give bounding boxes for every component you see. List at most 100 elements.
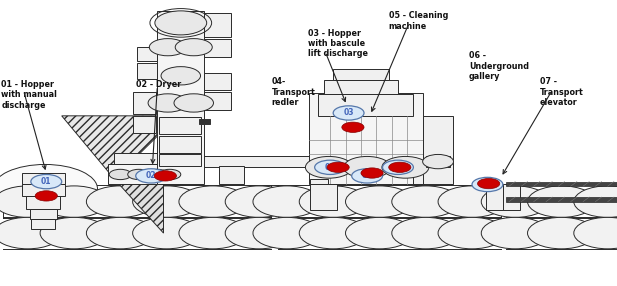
Text: 06 -
Underground
gallery: 06 - Underground gallery [469, 51, 529, 81]
Circle shape [161, 67, 201, 85]
Bar [204, 13, 231, 37]
Circle shape [154, 171, 176, 181]
Bar [318, 94, 413, 116]
Circle shape [327, 162, 349, 172]
Circle shape [253, 217, 321, 249]
Text: 04: 04 [325, 163, 336, 172]
Circle shape [133, 217, 201, 249]
Text: 04-
Transport
redler: 04- Transport redler [271, 77, 315, 107]
Circle shape [346, 186, 413, 217]
Text: 05: 05 [362, 171, 372, 180]
Circle shape [225, 186, 293, 217]
Bar [22, 173, 65, 184]
Circle shape [333, 106, 364, 120]
Circle shape [478, 178, 500, 189]
Circle shape [174, 94, 213, 112]
Circle shape [31, 174, 62, 189]
Bar [204, 92, 231, 110]
Circle shape [382, 156, 429, 178]
Bar [133, 92, 156, 114]
Text: 01: 01 [41, 177, 52, 186]
Circle shape [86, 217, 154, 249]
Text: 02 - Dryer: 02 - Dryer [136, 80, 181, 89]
Bar [426, 156, 450, 167]
Bar [308, 93, 423, 184]
Circle shape [528, 186, 595, 217]
Circle shape [392, 186, 460, 217]
Bar [26, 196, 60, 209]
Circle shape [299, 186, 367, 217]
Bar [506, 197, 617, 202]
Circle shape [146, 169, 168, 180]
Circle shape [392, 217, 460, 249]
Circle shape [342, 122, 364, 132]
Bar [157, 156, 339, 167]
Circle shape [481, 217, 549, 249]
Bar [137, 47, 157, 61]
Circle shape [472, 177, 503, 192]
Bar [423, 116, 453, 184]
Bar [310, 184, 337, 210]
Circle shape [352, 169, 383, 183]
Circle shape [40, 217, 108, 249]
Circle shape [0, 217, 62, 249]
Bar [159, 117, 201, 134]
Circle shape [305, 156, 352, 178]
Bar [413, 167, 424, 184]
Bar [30, 209, 57, 219]
Circle shape [155, 11, 207, 35]
Circle shape [438, 217, 506, 249]
Text: 01 - Hopper
with manual
discharge: 01 - Hopper with manual discharge [1, 80, 57, 110]
Bar [204, 39, 231, 57]
Bar [506, 182, 617, 186]
Circle shape [253, 186, 321, 217]
Bar [108, 164, 182, 184]
Bar [486, 184, 503, 210]
Text: 03: 03 [343, 108, 354, 118]
Circle shape [0, 186, 62, 217]
Text: 03 - Hopper
with bascule
lift discharge: 03 - Hopper with bascule lift discharge [308, 29, 368, 58]
Bar [310, 179, 328, 184]
Bar [159, 154, 201, 166]
Text: 07: 07 [482, 180, 493, 189]
Polygon shape [114, 167, 164, 233]
Bar [137, 63, 157, 79]
Circle shape [299, 217, 367, 249]
Circle shape [148, 94, 188, 112]
Text: 06: 06 [392, 163, 404, 172]
Bar [133, 116, 156, 133]
Circle shape [574, 217, 617, 249]
Circle shape [175, 39, 212, 56]
Bar [22, 184, 65, 196]
Bar [114, 153, 170, 164]
Circle shape [528, 217, 595, 249]
Text: 05 - Cleaning
machine: 05 - Cleaning machine [389, 11, 448, 31]
Circle shape [423, 154, 453, 169]
Bar [31, 219, 55, 229]
Bar [204, 73, 231, 90]
Circle shape [361, 168, 383, 178]
Circle shape [149, 39, 186, 56]
Bar [199, 119, 210, 124]
Bar [219, 166, 244, 184]
Bar [157, 11, 204, 184]
Circle shape [128, 169, 150, 180]
Circle shape [35, 191, 57, 201]
Circle shape [133, 186, 201, 217]
Circle shape [40, 186, 108, 217]
Polygon shape [62, 116, 164, 179]
Circle shape [109, 169, 131, 180]
Circle shape [159, 169, 181, 180]
Text: 07 -
Transport
elevator: 07 - Transport elevator [540, 77, 584, 107]
Circle shape [389, 162, 411, 172]
Circle shape [383, 160, 413, 174]
Circle shape [574, 186, 617, 217]
Circle shape [179, 186, 247, 217]
Circle shape [346, 217, 413, 249]
Text: 02: 02 [146, 171, 157, 180]
Bar [159, 136, 201, 153]
Circle shape [179, 217, 247, 249]
Circle shape [136, 169, 167, 183]
Bar [324, 80, 398, 94]
Circle shape [315, 160, 346, 174]
